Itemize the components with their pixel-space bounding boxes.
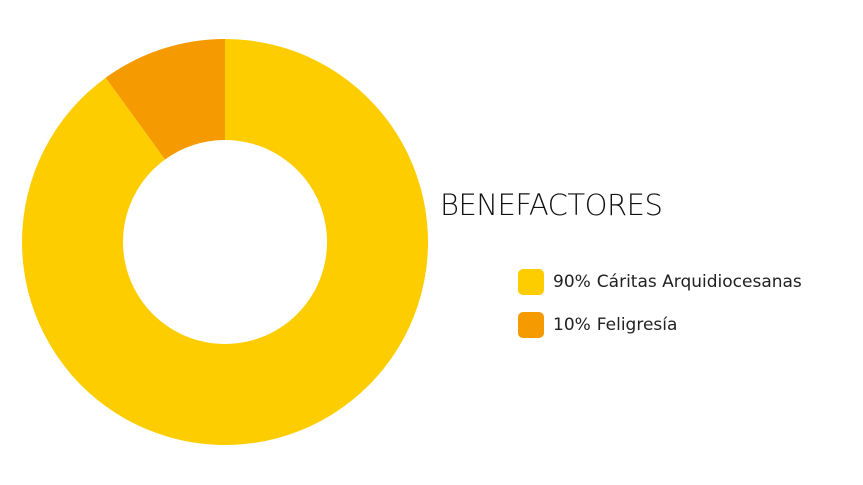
donut-slice — [105, 39, 225, 160]
legend-category: Feligresía — [597, 315, 678, 335]
legend-value: 90% — [553, 272, 591, 292]
legend-value: 10% — [553, 315, 591, 335]
legend-label: 90% Cáritas Arquidiocesanas — [553, 272, 802, 292]
chart-title: BENEFACTORES — [440, 188, 662, 222]
legend-swatch — [518, 269, 544, 295]
legend-swatch — [518, 312, 544, 338]
donut-slice — [21, 39, 428, 445]
legend-label: 10% Feligresía — [553, 315, 677, 335]
legend-category: Cáritas Arquidiocesanas — [597, 272, 802, 292]
